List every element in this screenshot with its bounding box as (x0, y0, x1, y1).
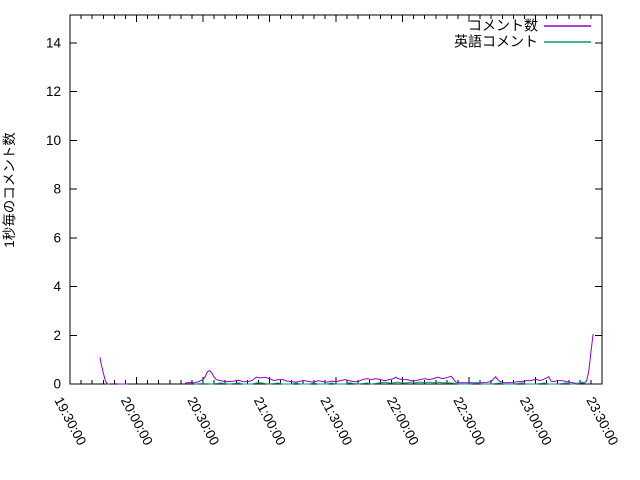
y-tick-label: 4 (53, 279, 61, 294)
y-tick-label: 2 (53, 328, 61, 343)
series-segment (185, 334, 594, 384)
x-tick-labels: 19:30:00 20:00:00 20:30:00 21:00:00 21:30:00… (51, 394, 621, 447)
y-tick-label: 10 (46, 133, 61, 148)
x-tick-label: 21:00:00 (251, 394, 289, 447)
x-tick-label: 23:30:00 (583, 394, 621, 447)
x-tick-label: 21:30:00 (317, 394, 355, 447)
series-line-1 (194, 381, 587, 385)
y-tick-label: 0 (53, 377, 61, 392)
y-tick-label: 14 (46, 36, 62, 51)
series-line-0 (99, 334, 594, 385)
y-tick-label: 6 (53, 230, 61, 245)
x-tick-label: 20:00:00 (118, 394, 156, 447)
series-segment (194, 381, 587, 385)
y-axis-title: 1秒毎のコメント数 (2, 132, 17, 248)
series-segment (99, 357, 110, 385)
x-tick-label: 23:00:00 (517, 394, 555, 447)
plot-border-and-ticks (69, 14, 603, 385)
legend-label: コメント数 (468, 18, 538, 34)
legend-label: 英語コメント (454, 34, 538, 50)
x-tick-label: 22:00:00 (384, 394, 422, 447)
plot-border (69, 14, 603, 385)
x-tick-label: 19:30:00 (51, 394, 89, 447)
x-tick-label: 20:30:00 (184, 394, 222, 447)
x-tick-label: 22:30:00 (450, 394, 488, 447)
y-tick-labels: 0 2 4 6 8 10 12 14 (46, 36, 62, 392)
y-tick-label: 12 (46, 84, 61, 99)
y-tick-label: 8 (53, 182, 61, 197)
